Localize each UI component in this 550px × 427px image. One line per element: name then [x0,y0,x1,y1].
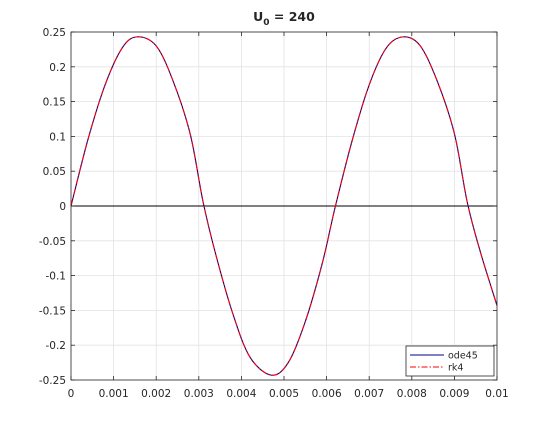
x-tick-label: 0.002 [141,388,171,400]
y-tick-label: 0.1 [49,131,66,143]
ticks [70,31,498,381]
y-tick-label: 0.25 [43,27,66,39]
y-tick-label: 0.05 [43,166,66,178]
y-tick-label: 0.15 [43,97,66,109]
series-line-ode45 [70,36,498,376]
x-tick-label: 0 [68,388,75,400]
plot-series [70,36,498,376]
x-tick-label: 0.001 [99,388,129,400]
title-main: U [253,9,263,24]
x-tick-label: 0.009 [439,388,469,400]
x-tick-label: 0.005 [269,388,299,400]
legend: ode45 rk4 [405,345,495,377]
y-tick-label: 0.2 [49,62,66,74]
x-tick-label: 0.004 [226,388,256,400]
y-tick-label: -0.05 [39,236,66,248]
x-tick-label: 0.003 [184,388,214,400]
x-tick-label: 0.008 [397,388,427,400]
x-tick-label: 0.006 [312,388,342,400]
y-tick-label: -0.25 [39,375,66,387]
title-suffix: = 240 [270,9,316,24]
y-tick-label: -0.1 [46,271,67,283]
x-tick-label: 0.007 [354,388,384,400]
title-subscript: 0 [263,18,269,28]
y-tick-label: 0 [59,201,66,213]
y-tick-label: -0.15 [39,305,66,317]
y-tick-label: -0.2 [46,340,67,352]
legend-box [405,345,495,377]
chart-title: U0 = 240 [253,9,315,28]
x-tick-labels: 0 0.001 0.002 0.003 0.004 0.005 0.006 0.007 0.00… [68,388,509,400]
legend-label-ode45: ode45 [448,351,478,362]
legend-label-rk4: rk4 [448,363,463,374]
y-tick-labels: -0.25 -0.2 -0.15 -0.1 -0.05 0 0.05 0.1 0.15 0.2 0.… [39,27,66,387]
x-tick-label: 0.01 [485,388,508,400]
